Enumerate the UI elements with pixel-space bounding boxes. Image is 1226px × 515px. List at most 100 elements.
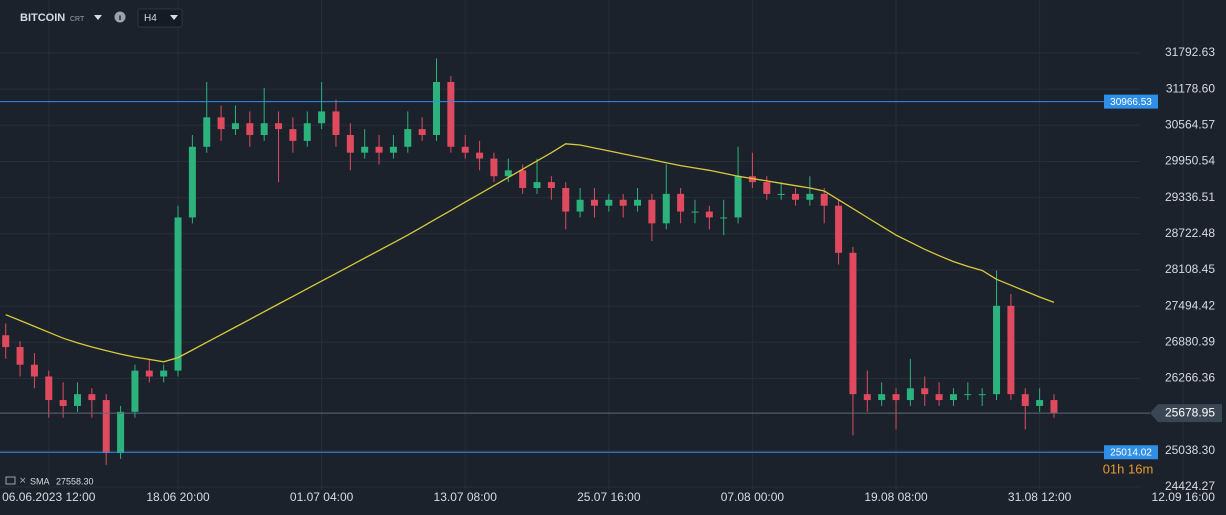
x-tick-label: 06.06.2023 12:00 — [2, 490, 96, 504]
candle-body — [490, 158, 498, 177]
indicator-close[interactable]: ✕ — [19, 475, 27, 485]
candle-body — [792, 193, 799, 200]
candle-body — [547, 182, 555, 189]
candle-body — [562, 188, 570, 212]
candle-body — [174, 217, 182, 371]
candle-body — [619, 199, 627, 206]
candle-body — [949, 394, 957, 401]
candle-body — [820, 193, 828, 206]
candle-body — [892, 394, 900, 401]
candle-body — [74, 394, 81, 406]
candle-body — [504, 170, 512, 177]
y-tick-label: 28108.45 — [1165, 262, 1215, 276]
candle-body — [590, 199, 598, 206]
candle-body — [634, 199, 642, 206]
candle-body — [921, 388, 929, 395]
candle-body — [45, 376, 53, 401]
candle-body — [30, 364, 38, 377]
candle-body — [806, 193, 814, 200]
candle-body — [160, 370, 168, 377]
candle-body — [662, 193, 670, 224]
timeframe-dropdown[interactable] — [170, 15, 178, 20]
candle-body — [1021, 394, 1029, 406]
candle-body — [332, 111, 340, 136]
y-tick-label: 30564.57 — [1165, 117, 1215, 131]
price-label-box — [1150, 404, 1222, 423]
candle-body — [375, 146, 383, 153]
x-tick-label: 12.09 16:00 — [1152, 490, 1216, 504]
timeframe: H4 — [144, 13, 157, 24]
indicator-icon[interactable] — [5, 476, 16, 485]
candle-body — [433, 81, 440, 136]
x-tick-label: 01.07 04:00 — [290, 490, 354, 504]
sma-name: SMA — [30, 476, 50, 486]
candle-body — [188, 146, 196, 218]
y-tick-label: 26266.36 — [1165, 371, 1215, 385]
x-tick-label: 07.08 00:00 — [721, 490, 785, 504]
overlay: 31792.63 31178.60 30564.57 29950.54 29336.51… — [2, 45, 1222, 504]
candle-body — [993, 305, 1001, 395]
candle-body — [533, 182, 541, 189]
symbol[interactable]: BITCOIN — [20, 12, 65, 24]
candle-body — [935, 394, 943, 401]
sma-line — [5, 143, 1055, 363]
candle-body — [906, 388, 914, 401]
x-tick-label: 13.07 08:00 — [434, 490, 498, 504]
candle-body — [777, 193, 785, 195]
symbol-tag: CRT — [70, 16, 85, 23]
candle-body — [720, 217, 728, 219]
candle-body — [389, 146, 397, 153]
candle-body — [878, 394, 886, 401]
candle-body — [102, 400, 110, 454]
candle-body — [863, 394, 871, 401]
candle-body — [677, 193, 685, 212]
candle-body — [447, 81, 455, 147]
candle-body — [404, 129, 412, 147]
y-tick-label: 31178.60 — [1166, 81, 1215, 95]
candle-body — [303, 123, 311, 141]
y-tick-label: 27494.42 — [1165, 298, 1215, 312]
candle-body — [734, 176, 742, 218]
candle-body — [246, 123, 254, 136]
y-tick-label: 29336.51 — [1165, 190, 1215, 204]
candle-body — [476, 152, 484, 159]
candle-body — [117, 411, 125, 454]
candle-body — [648, 199, 656, 224]
candle-body — [131, 370, 139, 412]
level-label-box — [1104, 445, 1158, 460]
countdown: 01h 16m — [1103, 461, 1154, 476]
candle-body — [217, 117, 225, 130]
candle-body — [1036, 400, 1044, 406]
candle-body — [231, 123, 239, 130]
y-tick-label: 25038.30 — [1165, 443, 1215, 457]
candle-body — [16, 347, 24, 365]
y-tick-label: 31792.63 — [1165, 45, 1215, 59]
y-tick-label: 24424.27 — [1165, 479, 1215, 493]
level-label: 25014.02 — [1110, 447, 1152, 458]
candle-body — [835, 205, 843, 253]
y-tick-label: 28722.48 — [1165, 226, 1215, 240]
candle-body — [763, 182, 771, 194]
candle-body — [519, 170, 527, 189]
x-tick-label: 25.07 16:00 — [577, 490, 641, 504]
candle-body — [605, 199, 613, 206]
symbol-dropdown[interactable] — [94, 15, 102, 20]
timeframe-select[interactable] — [137, 8, 183, 28]
level-label-box — [1104, 94, 1158, 109]
y-tick-label: 26880.39 — [1165, 334, 1215, 348]
candle-body — [1007, 305, 1015, 395]
candle-body — [289, 129, 297, 141]
level-label: 30966.53 — [1110, 97, 1152, 108]
candle-body — [691, 211, 699, 213]
candle-body — [361, 146, 369, 153]
candle-body — [59, 400, 67, 406]
sma-value: 27558.30 — [56, 476, 94, 486]
candle-body — [145, 370, 153, 377]
candle-body — [849, 252, 857, 395]
candle-body — [978, 394, 986, 396]
candle-body — [461, 146, 469, 153]
y-tick-label: 29950.54 — [1165, 154, 1215, 168]
candle-body — [346, 135, 354, 153]
candle-body — [705, 211, 713, 218]
